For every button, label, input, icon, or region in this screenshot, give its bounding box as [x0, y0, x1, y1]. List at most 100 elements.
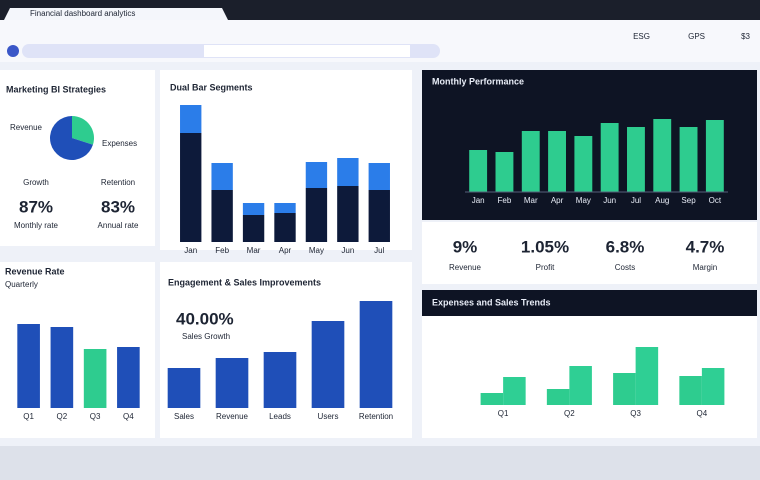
- bar: [368, 163, 390, 190]
- kpi-label: Profit: [536, 263, 555, 272]
- pie-label: Expenses: [102, 139, 137, 148]
- bar: [574, 136, 593, 192]
- x-tick-label: Feb: [498, 196, 512, 205]
- kpi-strip: [422, 222, 757, 284]
- bar: [627, 127, 645, 192]
- x-tick-label: Q3: [630, 409, 641, 418]
- bar: [495, 152, 514, 192]
- x-tick-label: May: [309, 246, 324, 255]
- search-field[interactable]: [204, 45, 410, 57]
- x-tick-label: Jun: [341, 246, 354, 255]
- bar: [311, 321, 345, 408]
- bar: [337, 158, 359, 186]
- bar: [263, 352, 297, 408]
- bar: [679, 127, 698, 192]
- stat: ESG: [633, 32, 650, 41]
- bar: [337, 186, 359, 242]
- bar: [242, 215, 265, 242]
- x-tick-label: Jul: [374, 246, 384, 255]
- bar: [167, 368, 201, 408]
- bar: [242, 203, 265, 215]
- chart-title: Revenue Rate: [5, 266, 65, 276]
- chart-subtitle: Quarterly: [5, 280, 38, 289]
- x-tick-label: Mar: [524, 196, 538, 205]
- x-tick-label: Jul: [631, 196, 641, 205]
- bar: [211, 190, 233, 242]
- pie-label: Revenue: [10, 123, 43, 132]
- bar: [635, 347, 659, 405]
- bar: [50, 327, 74, 408]
- x-tick-label: Feb: [215, 246, 229, 255]
- x-tick-label: Sep: [681, 196, 696, 205]
- chart-title: Expenses and Sales Trends: [432, 297, 551, 307]
- bar: [613, 373, 636, 405]
- bar: [469, 150, 488, 192]
- chart-subtitle: Sales Growth: [182, 332, 230, 341]
- bar: [274, 203, 296, 213]
- bar: [705, 120, 724, 192]
- x-tick-label: Q4: [697, 409, 708, 418]
- kpi-value: 6.8%: [606, 237, 645, 256]
- bar: [653, 119, 672, 192]
- bar: [546, 389, 570, 405]
- kpi-label: Revenue: [449, 263, 482, 272]
- x-tick-label: Q2: [57, 412, 68, 421]
- bar: [600, 123, 619, 192]
- x-tick-label: Q4: [123, 412, 134, 421]
- kpi-label: Margin: [693, 263, 717, 272]
- bar: [503, 377, 526, 405]
- x-tick-label: Oct: [709, 196, 722, 205]
- x-tick-label: May: [576, 196, 591, 205]
- x-tick-label: Users: [318, 412, 339, 421]
- kpi-label: Costs: [615, 263, 635, 272]
- kpi-label: Retention: [101, 178, 135, 187]
- bar: [359, 301, 393, 408]
- x-tick-label: Q1: [498, 409, 509, 418]
- bar: [305, 188, 328, 242]
- kpi-caption: Monthly rate: [14, 221, 59, 230]
- kpi-label: Growth: [23, 178, 49, 187]
- chart-title: Dual Bar Segments: [170, 82, 253, 92]
- bar: [480, 393, 504, 405]
- footer-shadow: [0, 446, 760, 480]
- tab-title: Financial dashboard analytics: [30, 9, 135, 18]
- x-tick-label: Q3: [90, 412, 101, 421]
- panel-header: [422, 290, 757, 316]
- x-tick-label: Apr: [551, 196, 564, 205]
- bar: [548, 131, 566, 192]
- x-tick-label: Leads: [269, 412, 291, 421]
- x-tick-label: Revenue: [216, 412, 249, 421]
- browser-tab: [4, 8, 228, 20]
- bar: [17, 324, 40, 408]
- pie-slice: [72, 116, 94, 145]
- x-tick-label: Aug: [655, 196, 669, 205]
- x-tick-label: Retention: [359, 412, 393, 421]
- bar: [211, 163, 233, 190]
- bar: [274, 213, 296, 242]
- kpi-value: 1.05%: [521, 237, 569, 256]
- x-tick-label: Mar: [247, 246, 261, 255]
- x-tick-label: Q2: [564, 409, 575, 418]
- bar: [305, 162, 328, 188]
- stat: $3: [741, 32, 750, 41]
- x-tick-label: Apr: [279, 246, 292, 255]
- menu-button[interactable]: [7, 45, 19, 57]
- bar: [215, 358, 249, 408]
- bar: [701, 368, 725, 405]
- bar: [521, 131, 540, 192]
- kpi-caption: Annual rate: [98, 221, 139, 230]
- highlight-value: 40.00%: [176, 309, 234, 328]
- chart-title: Marketing BI Strategies: [6, 84, 106, 94]
- bar: [117, 347, 140, 408]
- bar: [180, 105, 202, 133]
- x-tick-label: Q1: [23, 412, 34, 421]
- x-tick-label: Jan: [184, 246, 197, 255]
- chart-title: Monthly Performance: [432, 76, 524, 86]
- bar: [83, 349, 107, 408]
- chart-title: Engagement & Sales Improvements: [168, 277, 321, 287]
- bar: [368, 190, 390, 242]
- kpi-value: 9%: [453, 237, 478, 256]
- stat: GPS: [688, 32, 705, 41]
- bar: [569, 366, 592, 405]
